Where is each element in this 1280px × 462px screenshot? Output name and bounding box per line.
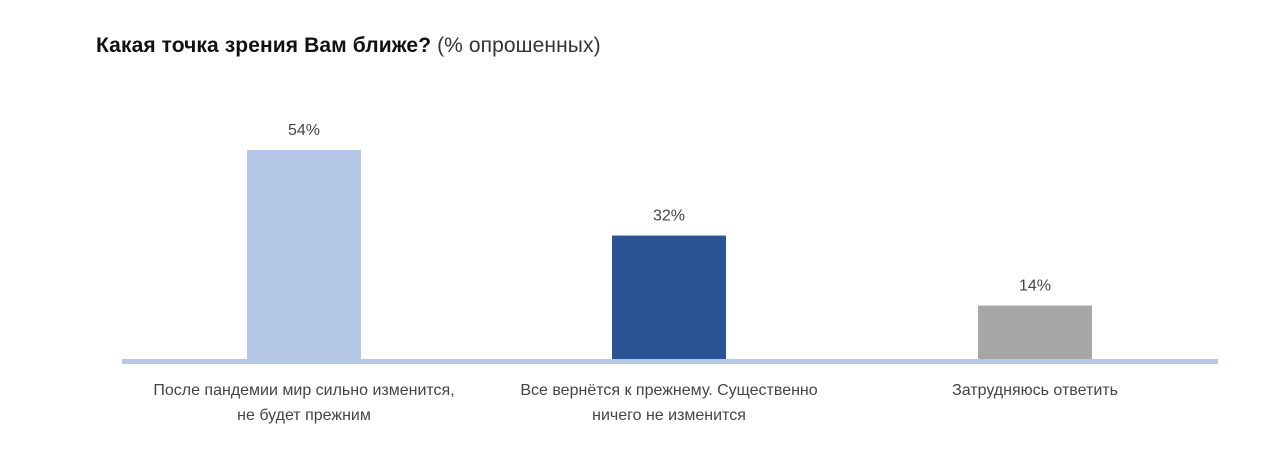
category-label-3-line-1: Затрудняюсь ответить (952, 382, 1118, 399)
data-label-2: 32% (653, 208, 685, 225)
chart-title: Какая точка зрения Вам ближе? (% опрошен… (96, 34, 601, 58)
bar-2 (612, 235, 726, 360)
category-label-1-line-2: не будет прежним (237, 407, 371, 424)
chart-title-main: Какая точка зрения Вам ближе? (96, 34, 432, 57)
category-label-1-line-1: После пандемии мир сильно изменится, (153, 382, 454, 399)
bar-3 (978, 305, 1092, 360)
bar-1 (247, 150, 361, 360)
chart-title-sub: (% опрошенных) (437, 34, 601, 57)
data-label-1: 54% (288, 122, 320, 139)
category-label-2-line-1: Все вернётся к прежнему. Существенно (520, 382, 817, 399)
x-axis-line (122, 359, 1218, 364)
data-label-3: 14% (1019, 278, 1051, 295)
category-label-2-line-2: ничего не изменится (592, 407, 746, 424)
